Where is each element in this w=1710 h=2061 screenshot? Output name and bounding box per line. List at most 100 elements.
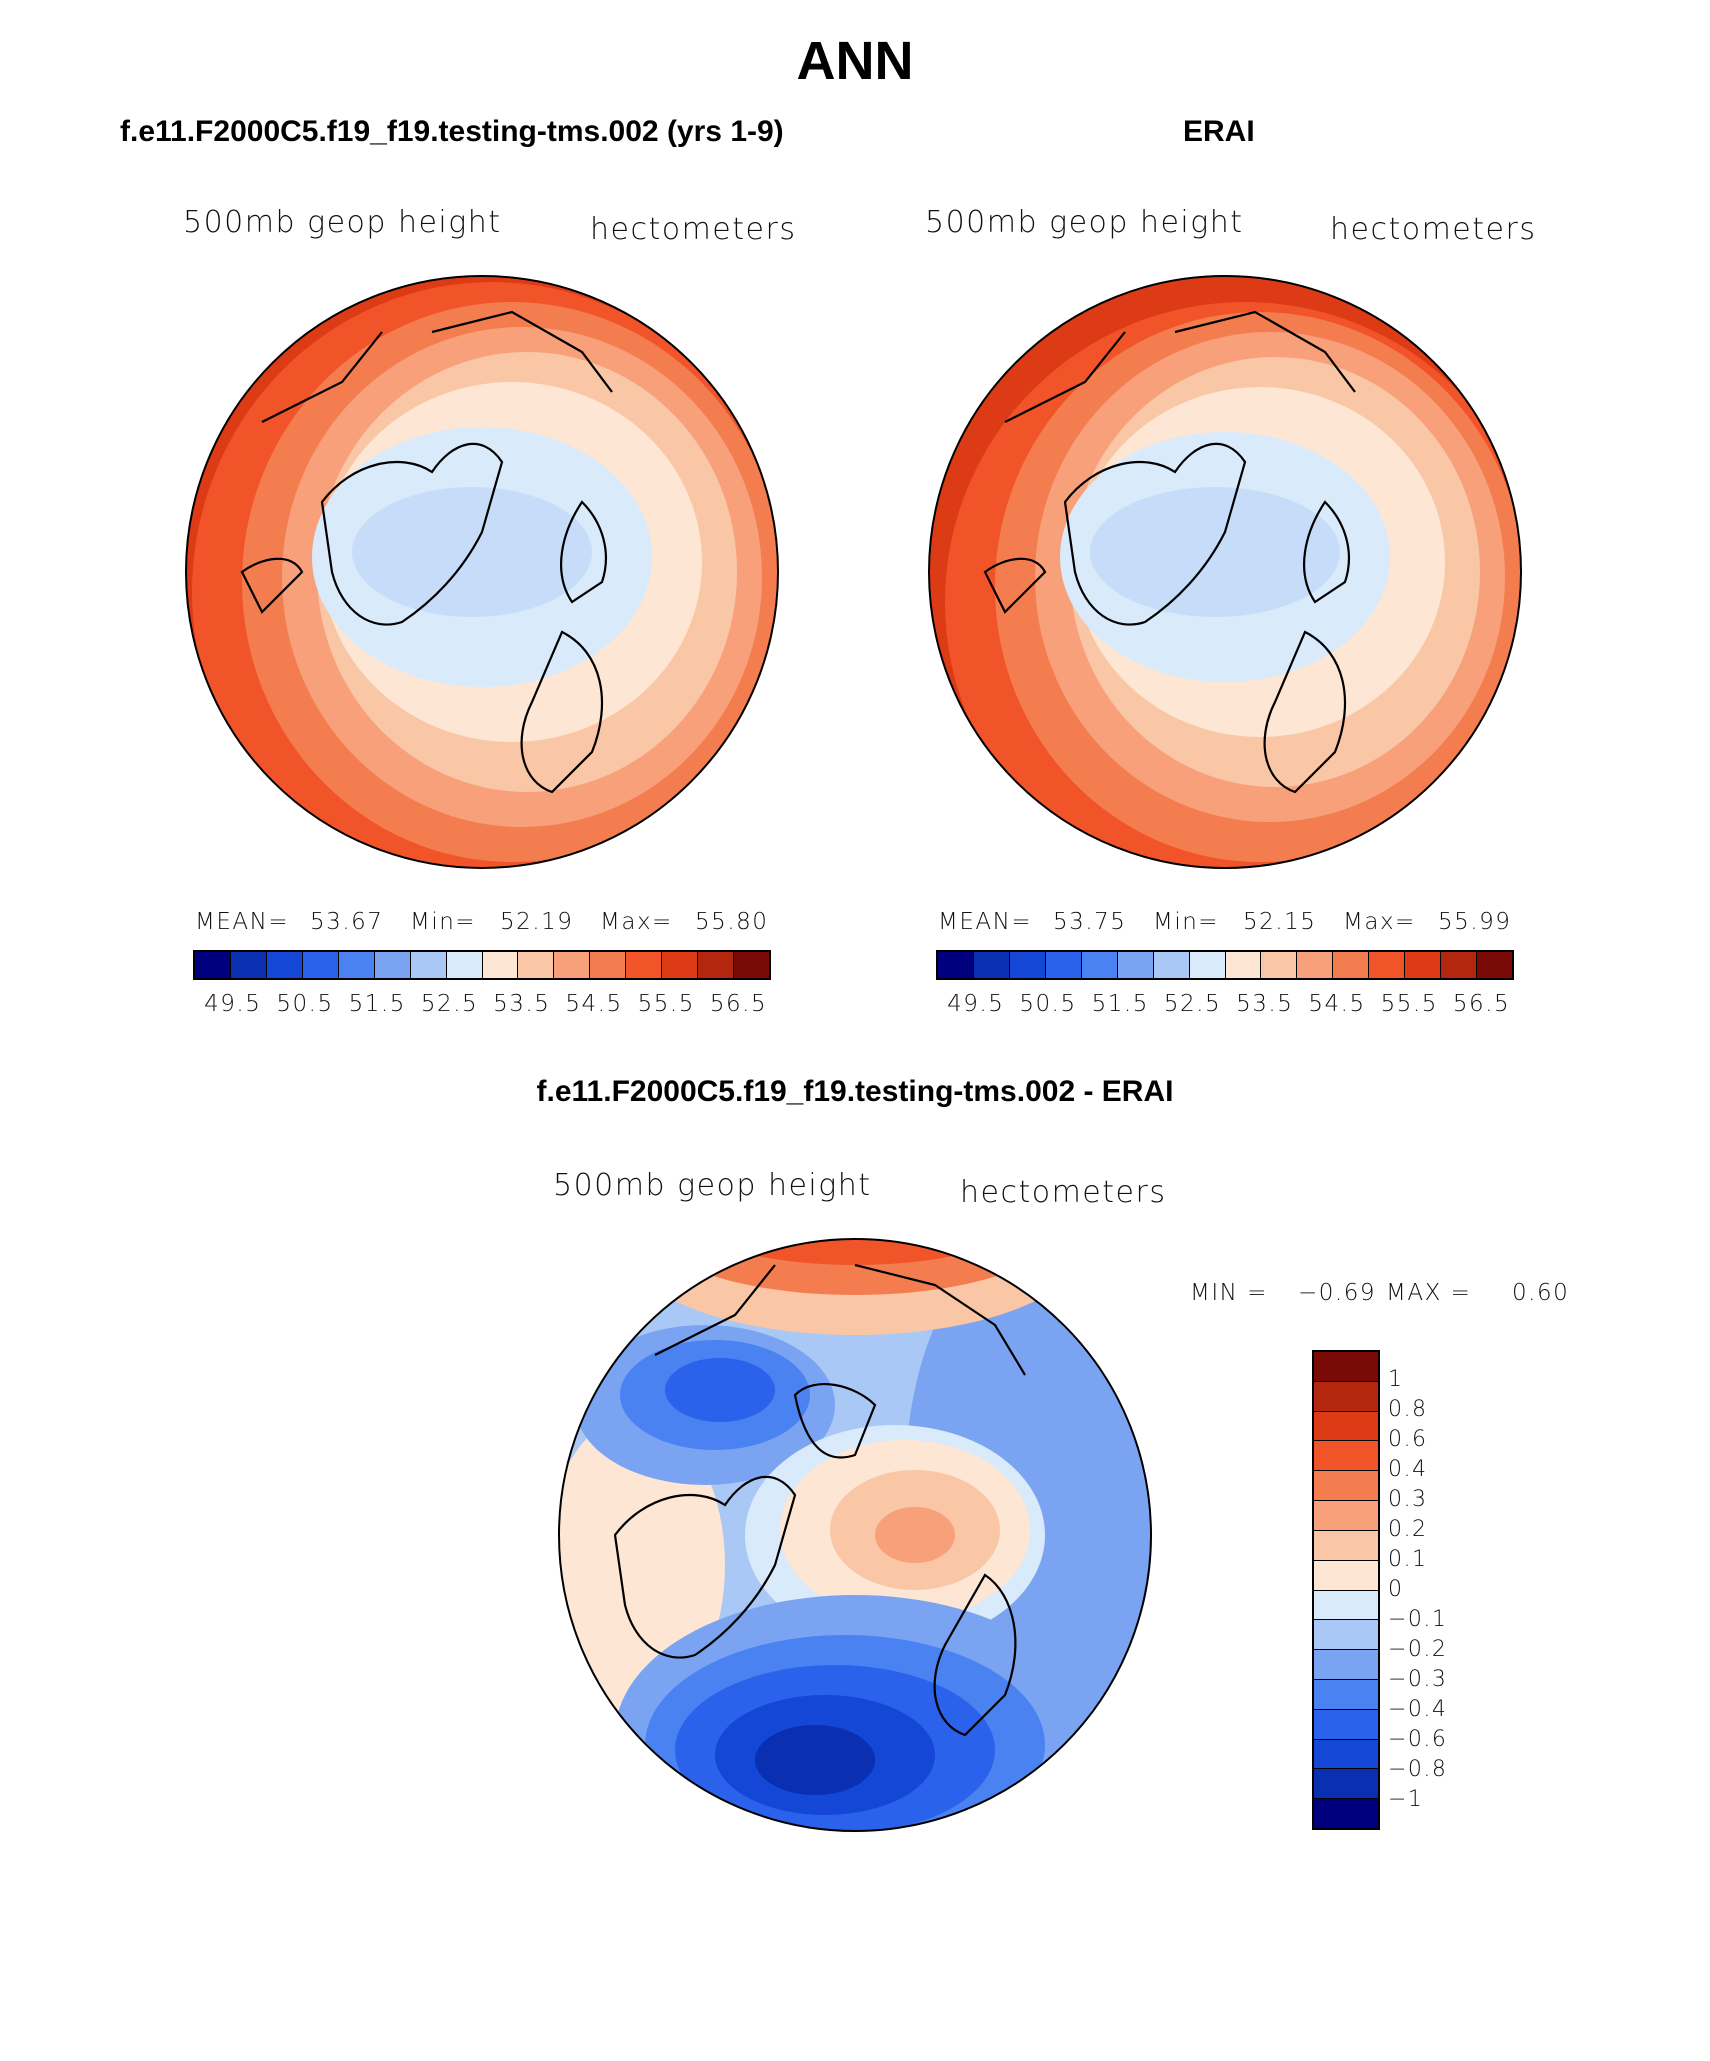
panel1-colorbar-swatch [302, 952, 339, 978]
panel3-max-value: 0.60 [1512, 1280, 1570, 1306]
panel3-tick-label: 0.6 [1388, 1427, 1428, 1452]
panel3-colorbar-swatch [1314, 1352, 1378, 1382]
panel2-colorbar-swatch [973, 952, 1010, 978]
panel3-tick-label: −0.4 [1388, 1697, 1448, 1722]
panel3-map-border [558, 1238, 1152, 1832]
panel2-colorbar-swatch [1189, 952, 1226, 978]
panel3-colorbar-swatch [1314, 1381, 1378, 1412]
panel1-tick-label: 52.5 [420, 991, 479, 1017]
panel3-tick-label: 0.3 [1388, 1487, 1428, 1512]
panel1-colorbar-swatch [374, 952, 411, 978]
panel2-colorbar-swatch [1297, 952, 1334, 978]
panel2-map-border [928, 275, 1522, 869]
panel2-units-label: hectometers [1330, 212, 1537, 247]
panel3-tick-label: 0.2 [1388, 1517, 1428, 1542]
panel2-tick-label: 56.5 [1452, 991, 1511, 1017]
panel1-colorbar-swatch [410, 952, 447, 978]
panel2-colorbar-swatch [938, 952, 974, 978]
panel1-tick-label: 56.5 [709, 991, 768, 1017]
panel1-tick-label: 55.5 [637, 991, 695, 1017]
panel1-title: f.e11.F2000C5.f19_f19.testing-tms.002 (y… [120, 115, 784, 148]
panel2-mean-label: MEAN= [938, 909, 1033, 935]
panel1-colorbar-swatch [266, 952, 303, 978]
panel2-colorbar-swatch [1009, 952, 1046, 978]
panel3-tick-label: 0.1 [1388, 1547, 1428, 1572]
panel3-tick-label: −0.3 [1388, 1667, 1448, 1692]
panel2-colorbar-swatch [1333, 952, 1370, 978]
panel3-tick-label: 1 [1388, 1367, 1404, 1392]
panel3-colorbar-swatch [1314, 1709, 1378, 1740]
panel1-max-label: Max= [600, 909, 673, 935]
panel1-colorbar-swatch [446, 952, 483, 978]
panel3-units-label: hectometers [960, 1175, 1167, 1210]
panel1-colorbar-swatch [554, 952, 591, 978]
panel1-tick-label: 51.5 [348, 991, 406, 1017]
panel3-colorbar-swatch [1314, 1650, 1378, 1680]
panel3-tick-label: 0 [1388, 1577, 1404, 1602]
panel2-tick-label: 51.5 [1091, 991, 1149, 1017]
panel1-colorbar [193, 950, 771, 980]
panel3-min-label: MIN = [1190, 1280, 1268, 1306]
panel2-map [928, 275, 1522, 869]
panel2-mean-value: 53.75 [1053, 909, 1127, 935]
panel1-coastlines [240, 310, 613, 794]
panel1-min-value: 52.19 [500, 909, 574, 935]
panel1-min-label: Min= [410, 909, 477, 935]
panel1-units-label: hectometers [590, 212, 797, 247]
panel1-colorbar-swatch [626, 952, 663, 978]
panel3-tick-label: −0.8 [1388, 1757, 1448, 1782]
panel3-colorbar-swatch [1314, 1530, 1378, 1561]
panel3-title: f.e11.F2000C5.f19_f19.testing-tms.002 - … [536, 1075, 1174, 1108]
panel1-colorbar-ticks: 49.5 50.5 51.5 52.5 53.5 54.5 55.5 56.5 [193, 991, 771, 1019]
panel1-variable-label: 500mb geop height [183, 205, 502, 240]
panel3-colorbar-swatch [1314, 1620, 1378, 1651]
panel3-variable-label: 500mb geop height [553, 1168, 872, 1203]
panel2-max-label: Max= [1343, 909, 1416, 935]
panel3-field-positive [875, 1507, 955, 1563]
panel2-colorbar-ticks: 49.5 50.5 51.5 52.5 53.5 54.5 55.5 56.5 [936, 991, 1514, 1019]
panel2-tick-label: 55.5 [1380, 991, 1438, 1017]
panel1-colorbar-swatch [195, 952, 231, 978]
panel1-colorbar-swatch [338, 952, 375, 978]
panel3-map [558, 1238, 1152, 1832]
panel2-tick-label: 53.5 [1236, 991, 1294, 1017]
panel3-field-positive [655, 1239, 1055, 1295]
panel3-tick-label: 0.4 [1388, 1457, 1428, 1482]
panel3-colorbar-swatch [1314, 1799, 1378, 1828]
panel2-min-label: Min= [1153, 909, 1220, 935]
panel3-tick-label: −0.1 [1388, 1607, 1448, 1632]
panel3-colorbar-swatch [1314, 1501, 1378, 1531]
panel2-colorbar [936, 950, 1514, 980]
panel3-coastlines [613, 1263, 1026, 1737]
panel2-colorbar-swatch [1405, 952, 1442, 978]
panel1-mean-value: 53.67 [310, 909, 384, 935]
panel1-colorbar-swatch [590, 952, 627, 978]
panel1-mean-label: MEAN= [195, 909, 290, 935]
panel3-tick-label: −0.6 [1388, 1727, 1448, 1752]
panel3-min-value: −0.69 [1298, 1280, 1376, 1306]
panel1-colorbar-swatch [698, 952, 735, 978]
panel1-max-value: 55.80 [695, 909, 769, 935]
page-title: ANN [796, 31, 914, 91]
panel3-colorbar-swatch [1314, 1739, 1378, 1770]
panel1-colorbar-swatch [518, 952, 555, 978]
panel3-tick-label: −1 [1388, 1787, 1424, 1812]
panel3-colorbar-swatch [1314, 1590, 1378, 1621]
panel1-tick-label: 53.5 [493, 991, 551, 1017]
panel1-colorbar-swatch [482, 952, 519, 978]
panel3-colorbar-swatch [1314, 1411, 1378, 1442]
panel3-max-label: MAX = [1386, 1280, 1472, 1306]
panel3-colorbar-ticks: 1 0.8 0.6 0.4 0.3 0.2 0.1 0 −0.1 −0.2 −0.3 −0.4 −0.6… [1388, 1350, 1508, 1830]
panel2-max-value: 55.99 [1438, 909, 1512, 935]
panel2-colorbar-swatch [1261, 952, 1298, 978]
panel1-tick-label: 50.5 [276, 991, 334, 1017]
panel2-colorbar-swatch [1081, 952, 1118, 978]
panel3-colorbar-swatch [1314, 1560, 1378, 1591]
panel3-colorbar [1312, 1350, 1380, 1830]
panel2-colorbar-swatch [1153, 952, 1190, 978]
panel2-colorbar-swatch [1045, 952, 1082, 978]
panel3-colorbar-swatch [1314, 1769, 1378, 1800]
panel2-variable-label: 500mb geop height [925, 205, 1244, 240]
panel2-title: ERAI [1183, 115, 1255, 148]
panel2-tick-label: 52.5 [1163, 991, 1222, 1017]
